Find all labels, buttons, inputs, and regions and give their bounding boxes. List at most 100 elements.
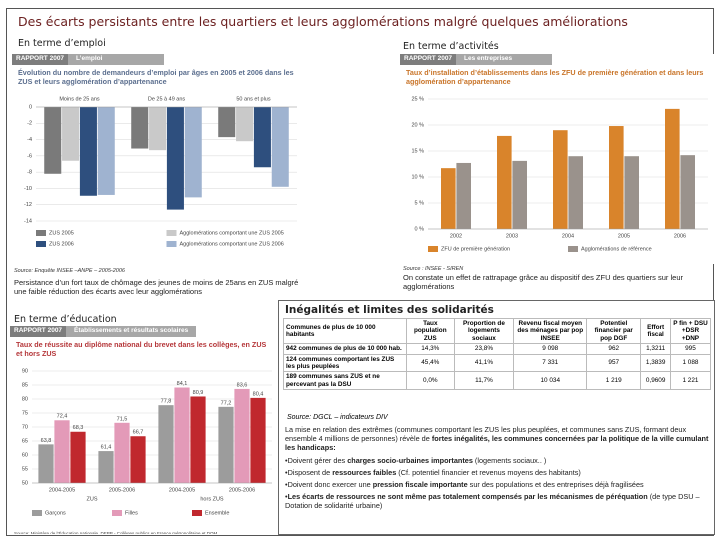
table-row: 124 communes comportant les ZUS les plus… (283, 353, 712, 373)
legend-label: ZUS 2005 (49, 230, 74, 236)
x-tick-label: 2004-2005 (49, 487, 75, 493)
frame (6, 8, 714, 536)
bar (568, 156, 583, 229)
bar (512, 160, 527, 229)
column-header: Communes de plus de 10 000 habitants (283, 317, 407, 345)
table-cell: 10 034 (513, 371, 588, 391)
text-run: sur des populations et des entreprises d… (467, 480, 644, 490)
table-cell: 0,0% (406, 371, 455, 391)
bar (441, 168, 456, 229)
column-header: Taux population ZUS (406, 317, 455, 345)
report-section: Établissements et résultats scolaires (66, 326, 197, 337)
chart-header: RAPPORT 2007 L’emploi (12, 54, 302, 65)
panel-heading: Inégalités et limites des solidarités (285, 304, 494, 316)
data-table: Communes de plus de 10 000 habitants Taux… (283, 317, 712, 391)
bar (680, 155, 695, 229)
group-label: ZUS (87, 496, 98, 502)
text-run-bold: pression fiscale importante (372, 480, 468, 490)
chart-education: RAPPORT 2007 Établissements et résultats … (10, 326, 276, 534)
header-row: Communes de plus de 10 000 habitants Taux… (283, 317, 712, 345)
legend-swatch (36, 241, 46, 247)
bar (271, 107, 289, 187)
panel-text: La mise en relation des extrêmes (commun… (285, 425, 709, 514)
bar (456, 162, 471, 229)
y-tick-label: 55 (22, 466, 28, 472)
text-run: Disposent de (287, 467, 333, 477)
chart-source: Source: Enquête INSEE –ANPE – 2005-2006 (14, 268, 125, 274)
x-tick-label: 2006 (674, 233, 686, 239)
bar (97, 107, 115, 195)
report-label: RAPPORT 2007 (12, 54, 69, 65)
row-header: 942 communes de plus de 10 000 hab. (283, 343, 407, 355)
y-tick-label: 20 % (411, 122, 424, 128)
table-row: 189 communes sans ZUS et ne percevant pa… (283, 371, 712, 391)
table-cell: 962 (586, 343, 642, 355)
y-tick-label: 80 (22, 396, 28, 402)
column-header: P fin + DSU +DSR +DNP (669, 317, 712, 345)
text-run: Doivent gérer des (287, 455, 348, 465)
bar (70, 431, 86, 483)
chart-source: Source : INSEE - SIREN (403, 266, 464, 272)
plot: 0 -2 -4 -6 -8 -10 -12 -14 Moins de 25 ans De 25 à… (24, 96, 297, 247)
y-tick-label: 70 (22, 424, 28, 430)
report-section: L’emploi (68, 54, 165, 65)
y-tick-label: 65 (22, 438, 28, 444)
bar (184, 107, 202, 198)
column-header: Proportion de logements sociaux (453, 317, 515, 345)
x-tick-label: 2003 (506, 233, 518, 239)
bar (158, 405, 174, 483)
text-run: Doivent donc exercer une (287, 480, 373, 490)
plot: 50 55 60 65 70 75 80 85 90 2004-2005 63,8 72,4 68,3 2… (14, 368, 272, 534)
x-tick-label: 2002 (450, 233, 462, 239)
value-label: 68,3 (73, 425, 84, 431)
bar (62, 107, 80, 161)
row-header: 124 communes comportant les ZUS les plus… (283, 353, 407, 373)
y-tick-label: -10 (24, 186, 32, 192)
y-tick-label: -6 (27, 153, 32, 159)
legend-label: Agglomérations comportant une ZUS 2006 (180, 241, 284, 247)
legend-label: ZUS 2006 (49, 241, 74, 247)
table-cell: 41,1% (453, 353, 515, 373)
value-label: 66,7 (133, 430, 144, 436)
y-tick-label: 5 % (415, 200, 425, 206)
table-cell: 0,9609 (640, 371, 671, 391)
bar (98, 451, 114, 483)
text-run: (Cf. potentiel financier et revenus moye… (396, 467, 581, 477)
x-tick-label: Moins de 25 ans (59, 96, 100, 102)
y-tick-label: 75 (22, 410, 28, 416)
legend-swatch (166, 230, 177, 236)
bar (250, 397, 266, 483)
chart-note: On constate un effet de rattrapage grâce… (403, 273, 684, 291)
y-tick-label: 25 % (411, 96, 424, 102)
column-header: Potentiel financier par pop DGF (586, 317, 642, 345)
y-tick-label: -14 (24, 218, 32, 224)
table-cell: 23,8% (453, 343, 515, 355)
legend-label: Agglomérations comportant une ZUS 2005 (180, 230, 284, 236)
text-run: La mise en relation des extrêmes (commun… (285, 425, 687, 444)
chart-note: Persistance d’un fort taux de chômage de… (14, 278, 299, 296)
chart-title: Taux d’installation d’établissements dan… (406, 68, 704, 86)
row-header: 189 communes sans ZUS et ne percevant pa… (283, 371, 407, 391)
report-label: RAPPORT 2007 (400, 54, 457, 65)
bar (149, 107, 167, 151)
y-tick-label: -2 (27, 121, 32, 127)
y-tick-label: -8 (27, 170, 32, 176)
chart-header: RAPPORT 2007 Les entreprises (400, 54, 714, 65)
plot: 0 % 5 % 10 % 15 % 20 % 25 % 2002 2003 2004 2005 20… (411, 96, 708, 252)
bullet-item: Doivent gérer des charges socio-urbaines… (285, 456, 709, 465)
legend-label: Filles (125, 510, 138, 516)
bullet-item: Les écarts de ressources ne sont même pa… (285, 492, 709, 510)
legend-swatch (166, 241, 177, 247)
legend-swatch (568, 246, 578, 252)
solidarity-panel: Inégalités et limites des solidarités Co… (278, 300, 715, 535)
bar (218, 406, 234, 483)
chart-source: Source: Ministère de l’Éducation nationa… (14, 530, 218, 534)
table-source: Source: DGCL – indicateurs DIV (287, 414, 388, 421)
bar (174, 387, 190, 483)
bar (44, 107, 62, 174)
bar (218, 107, 236, 138)
text-run-bold: ressources faibles (332, 467, 397, 477)
group-label: hors ZUS (200, 496, 224, 502)
legend-label: Ensemble (205, 510, 229, 516)
x-tick-label: 2004-2005 (169, 487, 195, 493)
